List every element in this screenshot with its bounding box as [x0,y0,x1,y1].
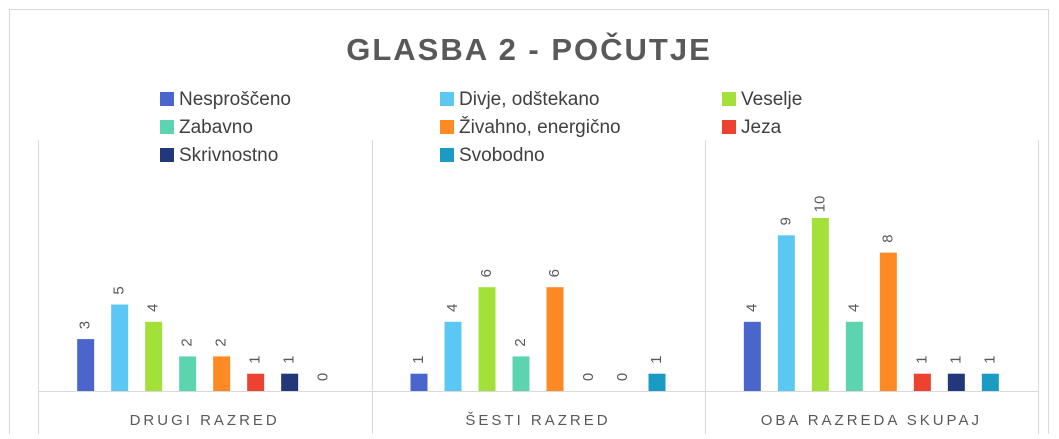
bar [111,304,129,391]
legend-swatch [440,92,454,106]
legend-swatch [160,92,174,106]
data-label: 4 [444,304,461,312]
chart-title: GLASBA 2 - POČUTJE [346,31,712,67]
legend-swatch [440,148,454,162]
data-label: 1 [410,356,427,364]
bar [546,287,564,391]
bar [213,356,231,391]
data-label: 1 [648,356,665,364]
legend-label: Veselje [741,89,802,110]
data-label: 0 [580,373,597,381]
bar [743,321,761,391]
bar [981,373,999,391]
bar [512,356,530,391]
x-tick-label: DRUGI RAZRED [130,412,280,429]
data-label: 0 [614,373,631,381]
bar [947,373,965,391]
legend-swatch [722,92,736,106]
data-label: 4 [743,304,760,312]
data-label: 6 [546,269,563,277]
data-label: 2 [213,338,230,346]
legend-swatch [160,148,174,162]
bar [281,373,299,391]
legend-label: Divje, odštekano [459,89,599,110]
data-label: 10 [811,196,828,213]
bar [145,321,163,391]
bar [77,339,95,391]
bar [913,373,931,391]
data-label: 8 [879,234,896,242]
x-tick-label: OBA RAZREDA SKUPAJ [761,412,982,429]
bar [648,373,666,391]
data-label: 1 [947,356,964,364]
bar [777,235,795,391]
x-tick-label: ŠESTI RAZRED [465,412,610,429]
data-label: 3 [77,321,94,329]
data-label: 1 [981,356,998,364]
legend-swatch [722,120,736,134]
bar [247,373,265,391]
bar [879,252,897,391]
data-label: 0 [315,373,332,381]
legend-swatch [440,120,454,134]
bar [845,321,863,391]
legend-label: Jeza [741,117,782,138]
data-label: 4 [845,304,862,312]
legend-label: Zabavno [179,117,253,138]
bar [811,218,829,391]
legend-label: Skrivnostno [179,145,278,166]
data-label: 1 [247,356,264,364]
legend-label: Svobodno [459,145,545,166]
bar [478,287,496,391]
legend-label: Nesproščeno [179,89,291,110]
bar [179,356,197,391]
data-label: 2 [512,338,529,346]
bar [444,321,462,391]
data-label: 4 [145,304,162,312]
data-label: 1 [281,356,298,364]
data-label: 1 [913,356,930,364]
data-label: 9 [777,217,794,225]
data-label: 6 [478,269,495,277]
legend-label: Živahno, energično [459,116,621,138]
data-label: 5 [111,286,128,294]
data-label: 2 [179,338,196,346]
legend-swatch [160,120,174,134]
bar [410,373,428,391]
